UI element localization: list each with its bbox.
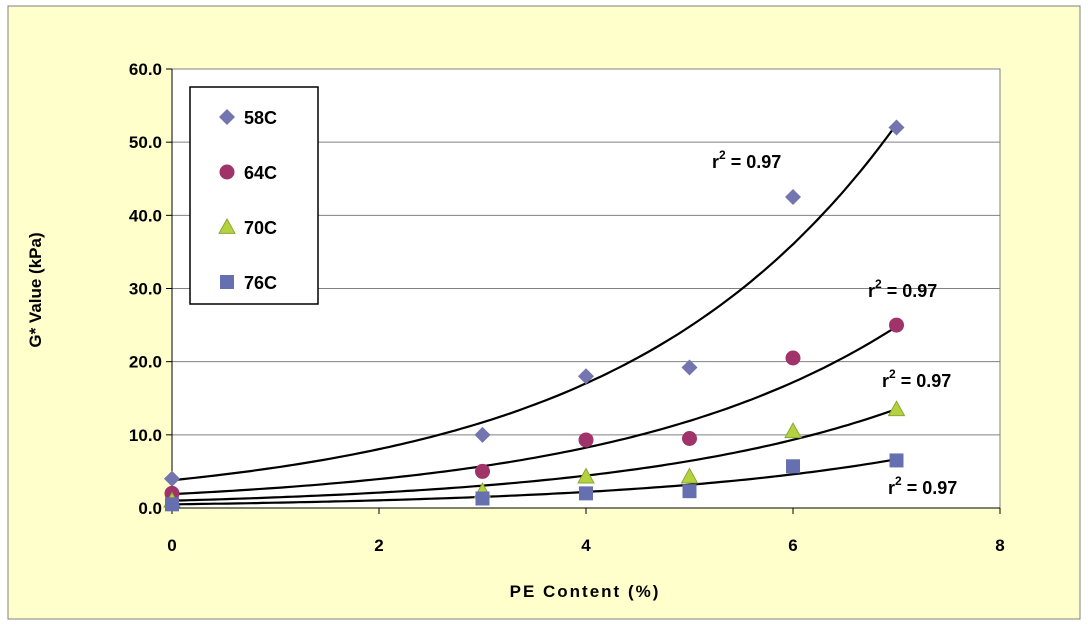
data-point-70C	[887, 400, 906, 417]
data-point-64C	[785, 350, 801, 366]
data-point-64C	[578, 432, 594, 448]
legend-box	[189, 86, 319, 305]
trendlines	[171, 123, 898, 506]
data-point-64C	[889, 317, 904, 333]
data-point-76C	[889, 453, 904, 468]
x-tick-label: 6	[788, 536, 797, 555]
data-point-64C	[475, 463, 490, 479]
y-tick-label: 30.0	[129, 280, 162, 299]
legend-label-64C: 64C	[244, 163, 277, 183]
data-point-70C	[680, 467, 699, 484]
r-squared-labels: r2 = 0.97 r2 = 0.97 r2 = 0.97 r2 = 0.97	[712, 148, 957, 498]
data-point-70C	[784, 422, 802, 439]
legend-marker-70C	[218, 217, 236, 234]
r-squared-label: r2 = 0.97	[882, 367, 951, 391]
data-point-58C	[578, 368, 594, 385]
data-point-76C	[165, 497, 179, 512]
y-tick-label: 60.0	[129, 60, 162, 79]
legend-marker-76C	[220, 275, 234, 289]
data-point-58C	[164, 470, 180, 487]
data-point-58C	[474, 426, 491, 443]
y-tick-label: 50.0	[129, 133, 162, 152]
y-axis-title: G* Value (kPa)	[26, 232, 45, 347]
x-tick-label: 8	[995, 536, 1004, 555]
legend-marker-58C	[219, 109, 235, 125]
r-squared-label: r2 = 0.97	[712, 148, 781, 172]
legend-marker-64C	[219, 164, 235, 180]
data-point-76C	[786, 459, 800, 474]
r-squared-label: r2 = 0.97	[868, 277, 937, 301]
data-point-58C	[888, 119, 905, 136]
data-point-76C	[682, 484, 697, 499]
x-tick-label: 4	[581, 536, 591, 555]
data-point-58C	[681, 359, 698, 376]
y-tick-label: 20.0	[129, 353, 162, 372]
x-axis-title: PE Content (%)	[510, 582, 661, 601]
legend-label-76C: 76C	[244, 273, 277, 293]
legend: 58C 64C 70C 76C	[189, 86, 319, 305]
legend-label-70C: 70C	[244, 218, 277, 238]
legend-label-58C: 58C	[244, 108, 277, 128]
x-tick-label: 0	[167, 536, 176, 555]
y-tick-label: 0.0	[138, 499, 162, 518]
data-point-76C	[475, 491, 490, 506]
data-point-70C	[577, 467, 595, 484]
axes: 0.0 10.0 20.0 30.0 40.0 50.0 60.0 0 2 4 6 8	[129, 60, 1005, 555]
x-tick-label: 2	[374, 536, 383, 555]
data-points	[163, 119, 906, 512]
data-point-64C	[682, 430, 697, 446]
r-squared-label: r2 = 0.97	[888, 474, 957, 498]
trendline-64C	[171, 325, 898, 496]
y-tick-label: 40.0	[129, 206, 162, 225]
data-point-58C	[785, 189, 801, 206]
trendline-70C	[171, 408, 897, 502]
trendline-76C	[172, 458, 897, 506]
data-point-76C	[579, 486, 593, 501]
y-tick-label: 10.0	[129, 426, 162, 445]
trendline-58C	[171, 123, 898, 482]
